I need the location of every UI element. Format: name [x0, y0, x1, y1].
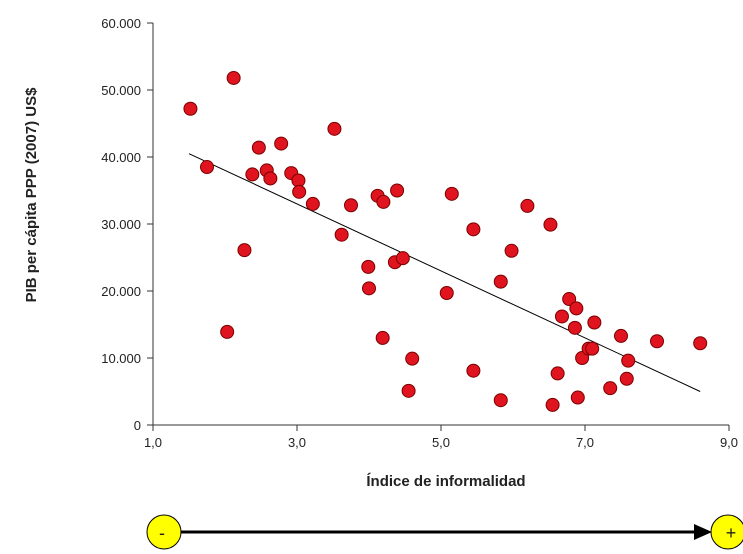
- data-point: [200, 160, 214, 175]
- data-point: [493, 274, 508, 289]
- data-point: [570, 390, 585, 405]
- data-point: [263, 171, 278, 186]
- x-tick-label: 1,0: [144, 435, 162, 450]
- data-point: [585, 341, 600, 356]
- data-point: [376, 194, 391, 209]
- data-point: [305, 196, 320, 211]
- data-point: [569, 301, 584, 316]
- data-point: [390, 183, 405, 198]
- data-point: [550, 366, 565, 381]
- points-layer: [183, 70, 708, 412]
- x-ticks: 1,0 3,0 5,0 7,0 9,0: [144, 425, 738, 450]
- data-point: [292, 184, 307, 199]
- y-ticks: 0 10.000 20.000 30.000 40.000 50.000 60.000: [101, 16, 153, 433]
- data-point: [183, 101, 198, 116]
- data-point: [603, 381, 618, 396]
- minus-label: -: [159, 523, 165, 543]
- data-point: [245, 167, 260, 182]
- data-point: [444, 186, 459, 201]
- trendline: [188, 153, 701, 392]
- data-point: [466, 222, 481, 237]
- data-point: [274, 136, 289, 151]
- y-tick-label: 0: [134, 418, 141, 433]
- data-point: [375, 330, 390, 345]
- data-point: [693, 336, 708, 351]
- data-point: [619, 371, 634, 386]
- data-point: [361, 259, 376, 274]
- x-tick-label: 3,0: [288, 435, 306, 450]
- data-point: [545, 397, 560, 412]
- y-tick-label: 60.000: [101, 16, 141, 31]
- data-point: [334, 227, 349, 242]
- x-tick-label: 5,0: [432, 435, 450, 450]
- y-tick-label: 40.000: [101, 150, 141, 165]
- minus-marker: [146, 514, 182, 550]
- data-point: [395, 251, 410, 266]
- data-point: [621, 353, 636, 368]
- x-axis-title: Índice de informalidad: [366, 473, 525, 490]
- plus-label: +: [726, 523, 737, 543]
- data-point: [251, 140, 266, 155]
- data-point: [237, 243, 252, 258]
- data-point: [327, 121, 342, 136]
- y-tick-label: 10.000: [101, 351, 141, 366]
- data-point: [220, 324, 235, 339]
- data-point: [504, 243, 519, 258]
- x-tick-label: 9,0: [720, 435, 738, 450]
- data-point: [493, 393, 508, 408]
- data-point: [562, 292, 577, 307]
- data-point: [587, 315, 602, 330]
- y-tick-label: 50.000: [101, 83, 141, 98]
- data-point: [567, 320, 582, 335]
- data-point: [543, 217, 558, 232]
- data-point: [405, 351, 420, 366]
- data-point: [226, 70, 241, 85]
- y-axis-title: PIB per cápita PPP (2007) US$: [23, 87, 40, 302]
- plus-marker: [710, 514, 743, 550]
- informality-scale-arrow: - +: [146, 514, 743, 550]
- trendline-layer: [188, 153, 701, 392]
- scale-arrow-head: [694, 524, 712, 540]
- data-point: [401, 383, 416, 398]
- x-tick-label: 7,0: [576, 435, 594, 450]
- data-point: [614, 328, 628, 343]
- y-tick-label: 30.000: [101, 217, 141, 232]
- data-point: [520, 198, 535, 213]
- data-point: [650, 334, 664, 349]
- data-point: [554, 309, 569, 324]
- data-point: [344, 198, 358, 213]
- data-point: [439, 286, 454, 301]
- data-point: [466, 363, 481, 378]
- y-tick-label: 20.000: [101, 284, 141, 299]
- data-point: [362, 281, 376, 296]
